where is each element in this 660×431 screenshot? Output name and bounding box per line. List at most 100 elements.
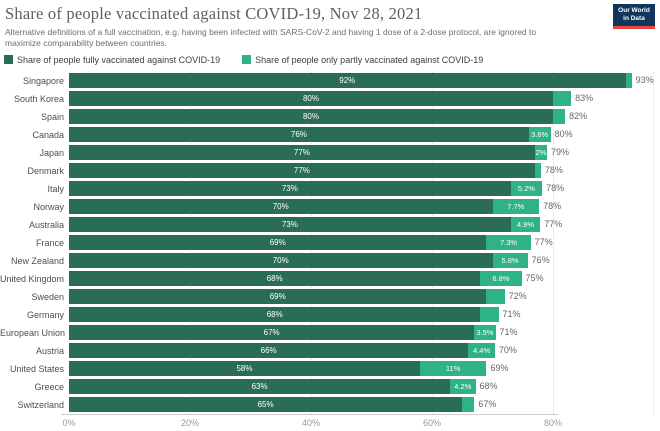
bar-partly[interactable]: [492, 253, 528, 269]
country-label: Germany: [26, 309, 64, 320]
chart-row: Canada 76% 3.6% 80%: [0, 126, 660, 144]
chart-row: United States 58% 11% 69%: [0, 360, 660, 378]
bar-fully[interactable]: [69, 379, 451, 395]
bar-fully[interactable]: [69, 73, 626, 89]
bar-fully[interactable]: [69, 343, 469, 359]
bar-fully[interactable]: [69, 361, 420, 377]
bar-fully-label: 70%: [272, 256, 289, 266]
bar-total-label: 80%: [554, 129, 573, 140]
bar-group: 66% 4.4% 70%: [69, 343, 660, 359]
bar-fully-label: 69%: [269, 238, 286, 248]
x-tick-label: 80%: [543, 417, 563, 428]
country-label: United States: [9, 363, 64, 374]
chart-row: South Korea 80% 83%: [0, 90, 660, 108]
bar-fully[interactable]: [69, 289, 487, 305]
x-tick-label: 60%: [422, 417, 442, 428]
country-label: New Zealand: [10, 255, 64, 266]
country-label: Sweden: [31, 291, 64, 302]
bar-fully[interactable]: [69, 217, 511, 233]
bar-group: 58% 11% 69%: [69, 361, 660, 377]
bar-group: 63% 4.2% 68%: [69, 379, 660, 395]
bar-partly[interactable]: [468, 343, 495, 359]
bar-fully-label: 69%: [269, 292, 286, 302]
owid-logo-line1: Our World: [618, 7, 650, 14]
bar-fully[interactable]: [69, 91, 553, 107]
bar-group: 70% 7.7% 78%: [69, 199, 660, 215]
bar-partly[interactable]: [480, 271, 522, 287]
bar-fully[interactable]: [69, 109, 553, 125]
bar-fully[interactable]: [69, 181, 511, 197]
country-label: Singapore: [22, 75, 64, 86]
bar-fully-label: 70%: [272, 202, 289, 212]
chart-row: Australia 73% 4.9% 77%: [0, 216, 660, 234]
bar-fully-label: 77%: [293, 148, 310, 158]
legend: Share of people fully vaccinated against…: [4, 55, 660, 65]
bar-partly[interactable]: [625, 73, 632, 89]
bar-fully[interactable]: [69, 127, 529, 143]
bar-partly[interactable]: [480, 307, 499, 323]
bar-fully[interactable]: [69, 253, 493, 269]
bar-partly[interactable]: [553, 91, 572, 107]
chart-row: Singapore 92% 93%: [0, 72, 660, 90]
bar-fully[interactable]: [69, 271, 481, 287]
bar-total-label: 77%: [544, 219, 563, 230]
bar-partly-label: 4.2%: [454, 382, 472, 392]
bar-fully-label: 92%: [339, 76, 356, 86]
chart-row: Austria 66% 4.4% 70%: [0, 342, 660, 360]
bar-fully-label: 80%: [302, 94, 319, 104]
bar-fully[interactable]: [69, 235, 487, 251]
bar-partly-label: 5.2%: [517, 184, 535, 194]
bar-group: 80% 83%: [69, 91, 660, 107]
bar-fully-label: 68%: [266, 274, 283, 284]
bar-group: 77% 78%: [69, 163, 660, 179]
bar-fully-label: 77%: [293, 166, 310, 176]
bar-group: 76% 3.6% 80%: [69, 127, 660, 143]
bar-partly[interactable]: [486, 289, 505, 305]
x-tick-label: 20%: [180, 417, 200, 428]
owid-logo[interactable]: Our World in Data: [613, 4, 655, 30]
fully-vaccinated-swatch-icon: [4, 55, 13, 65]
bar-partly[interactable]: [534, 163, 541, 179]
chart-row: Germany 68% 71%: [0, 306, 660, 324]
bar-partly[interactable]: [553, 109, 566, 125]
bar-group: 73% 5.2% 78%: [69, 181, 660, 197]
bar-fully-label: 80%: [302, 112, 319, 122]
x-axis: 0% 20% 40% 60% 80%: [61, 413, 660, 431]
bar-partly[interactable]: [510, 217, 541, 233]
country-label: Norway: [33, 201, 64, 212]
country-label: Denmark: [27, 165, 64, 176]
bar-total-label: 68%: [479, 381, 498, 392]
chart-row: Switzerland 65% 67%: [0, 396, 660, 414]
bar-partly[interactable]: [462, 397, 475, 413]
bar-partly[interactable]: [534, 145, 547, 161]
chart-row: Sweden 69% 72%: [0, 288, 660, 306]
bar-fully-label: 73%: [281, 184, 298, 194]
bar-fully-label: 65%: [257, 400, 274, 410]
bar-partly[interactable]: [510, 181, 543, 197]
bar-partly[interactable]: [474, 325, 496, 341]
legend-label-fully: Share of people fully vaccinated against…: [17, 54, 221, 65]
bar-group: 92% 93%: [69, 73, 660, 89]
country-label: Australia: [28, 219, 64, 230]
bar-partly[interactable]: [419, 361, 487, 377]
bar-group: 65% 67%: [69, 397, 660, 413]
x-tick-label: 0%: [62, 417, 76, 428]
bar-fully[interactable]: [69, 307, 481, 323]
bar-fully[interactable]: [69, 199, 493, 215]
bar-partly[interactable]: [450, 379, 476, 395]
bar-partly[interactable]: [486, 235, 531, 251]
chart-row: United Kingdom 68% 6.8% 75%: [0, 270, 660, 288]
bar-partly[interactable]: [492, 199, 540, 215]
bar-group: 68% 71%: [69, 307, 660, 323]
bar-fully[interactable]: [69, 145, 535, 161]
bar-fully-label: 58%: [236, 364, 253, 374]
bar-fully[interactable]: [69, 163, 535, 179]
chart-row: New Zealand 70% 5.8% 76%: [0, 252, 660, 270]
legend-item-fully: Share of people fully vaccinated against…: [4, 55, 220, 65]
bar-fully-label: 76%: [290, 130, 307, 140]
bar-fully[interactable]: [69, 325, 475, 341]
bar-fully[interactable]: [69, 397, 463, 413]
chart: Singapore 92% 93% South Korea 80% 83% Spain 80%…: [0, 71, 660, 431]
bar-partly[interactable]: [528, 127, 551, 143]
